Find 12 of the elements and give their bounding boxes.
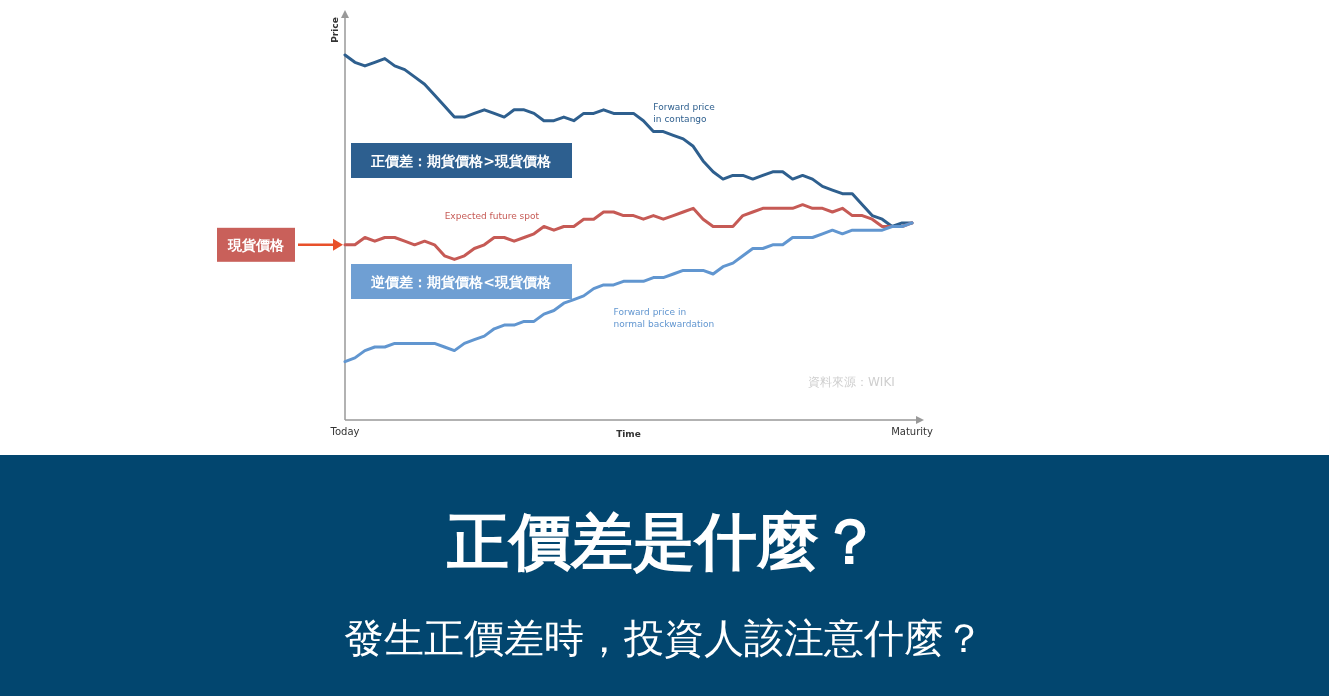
annotation: 逆價差：期貨價格<現貨價格 <box>370 274 552 290</box>
text: 發生正價差時，投資人該注意什麼？ <box>344 615 984 661</box>
series-label: Expected future spot <box>444 211 540 222</box>
text: Forward price in normal backwardation <box>613 306 715 329</box>
x-axis-title: Time <box>616 429 641 439</box>
x-tick-label: Today <box>329 426 360 437</box>
series-label: Forward price in contango <box>653 101 716 124</box>
y-axis-title: Price <box>330 17 340 43</box>
text: 現貨價格 <box>227 236 285 253</box>
text: 正價差是什麼？ <box>446 505 881 578</box>
annotation: 正價差：期貨價格>現貨價格 <box>370 153 552 169</box>
x-tick-label: Maturity <box>891 426 933 437</box>
